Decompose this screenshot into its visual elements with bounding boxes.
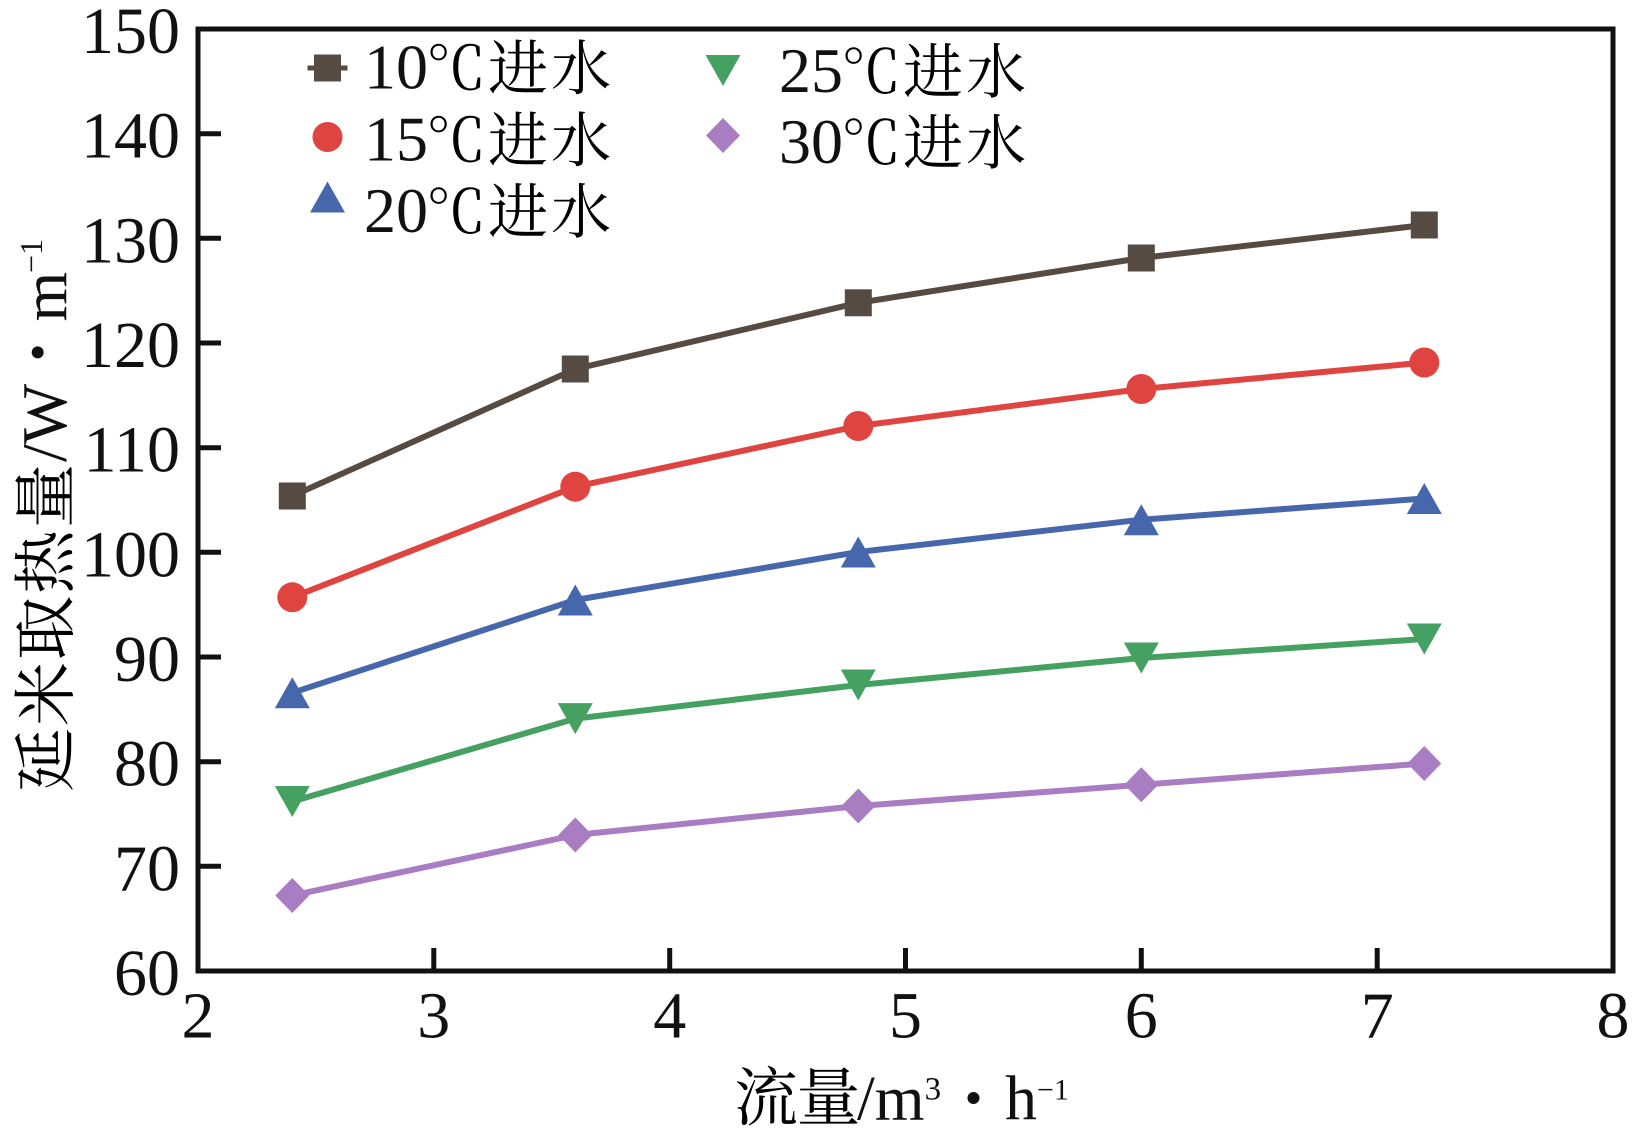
svg-text:15: 15 [364, 104, 428, 175]
svg-text:/W: /W [9, 383, 80, 462]
svg-text:20: 20 [364, 175, 428, 246]
svg-text:8: 8 [1597, 980, 1630, 1053]
svg-text:5: 5 [889, 980, 922, 1053]
svg-text:100: 100 [81, 518, 180, 591]
svg-text:30: 30 [779, 106, 843, 177]
svg-text:2: 2 [182, 980, 215, 1053]
svg-text:3: 3 [417, 980, 450, 1053]
svg-text:120: 120 [81, 309, 180, 382]
svg-text:60: 60 [114, 937, 180, 1010]
svg-text:4: 4 [653, 980, 686, 1053]
svg-text:110: 110 [83, 414, 180, 487]
svg-text:m: m [9, 272, 80, 322]
svg-text:25: 25 [779, 35, 843, 106]
svg-text:7: 7 [1361, 980, 1394, 1053]
svg-text:10: 10 [364, 32, 428, 103]
svg-text:70: 70 [114, 832, 180, 905]
svg-text:h−1: h−1 [1005, 1063, 1069, 1134]
svg-text:130: 130 [81, 204, 180, 277]
svg-text:140: 140 [81, 100, 180, 173]
svg-text:−1: −1 [13, 239, 49, 273]
svg-text:150: 150 [81, 0, 180, 68]
svg-text:6: 6 [1125, 980, 1158, 1053]
svg-text:90: 90 [114, 623, 180, 696]
svg-text:80: 80 [114, 728, 180, 801]
